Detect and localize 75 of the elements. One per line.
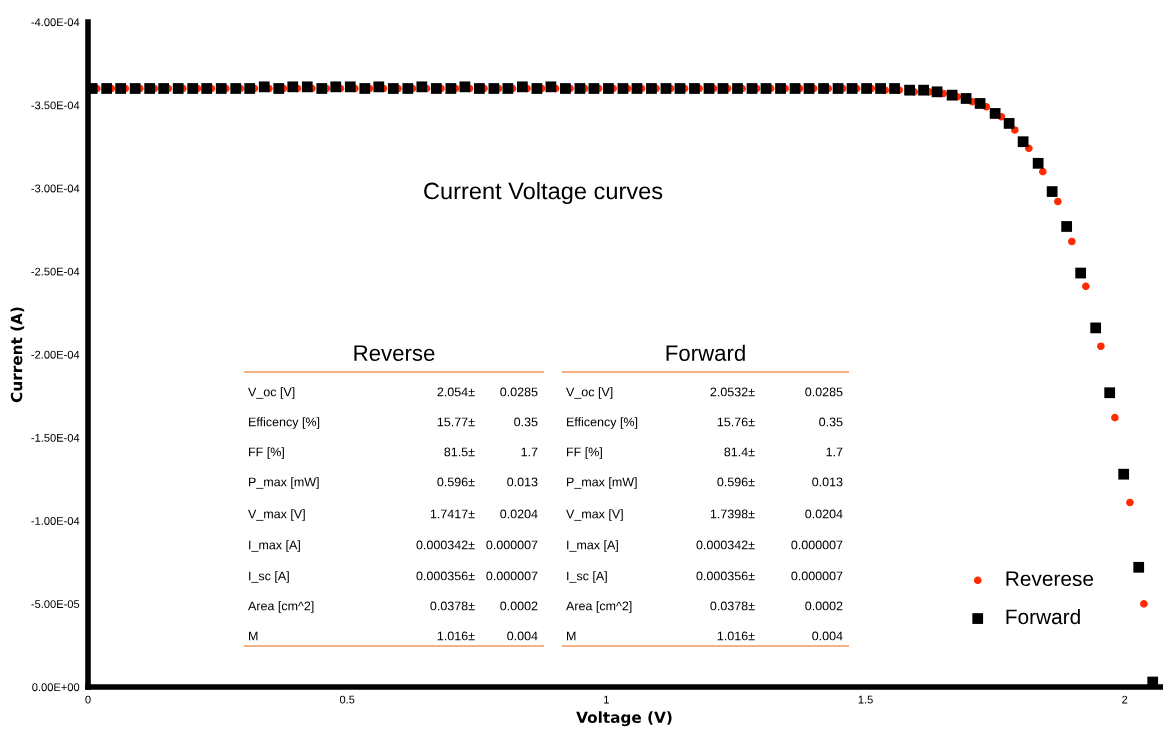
y-tick-label: -1.50E-04 <box>31 433 80 442</box>
x-tick-label: 1.5 <box>858 695 873 704</box>
annotation: 1.7 <box>826 447 843 457</box>
text: Current Voltage curves <box>424 182 663 204</box>
x-tick-label: 0 <box>85 695 91 704</box>
annotation: 0.0378± <box>430 601 475 611</box>
annotation: 1.7398± <box>710 509 755 519</box>
annotation: P_max [mW] <box>567 477 637 489</box>
annotation: FF [%] <box>567 447 602 459</box>
annotation: Reverse <box>354 345 435 361</box>
annotation: M <box>567 631 576 641</box>
annotation: 0.0285 <box>500 387 538 397</box>
annotation: 0.0285 <box>805 387 843 397</box>
annotation: 15.76± <box>717 417 755 427</box>
annotation: 0.596± <box>717 477 755 487</box>
annotation: 15.77± <box>437 417 475 427</box>
annotation: I_sc [A] <box>567 571 607 583</box>
y-tick-label: -3.00E-04 <box>31 184 80 193</box>
annotation: Area [cm^2] <box>566 601 632 613</box>
annotation: FF [%] <box>249 447 284 459</box>
x-tick-label: 0.5 <box>339 695 355 704</box>
annotation: 0.013 <box>812 477 843 487</box>
annotation: V_max [V] <box>566 509 623 521</box>
annotation: 1.016± <box>717 631 755 641</box>
annotation: P_max [mW] <box>249 477 319 489</box>
annotation: Efficency [%] <box>249 417 320 429</box>
annotation: Forward <box>666 344 745 361</box>
x-axis-title: Voltage (V) <box>576 711 672 727</box>
legend-label: Forward <box>1006 608 1080 625</box>
x-tick-label: 1 <box>604 695 609 704</box>
annotation: 0.000342± <box>416 540 475 550</box>
annotation: 2.054± <box>437 387 475 397</box>
annotation: I_max [A] <box>567 540 618 552</box>
annotation: 2.0532± <box>710 387 755 397</box>
annotation: 0.004 <box>507 631 538 641</box>
annotation: 0.004 <box>812 631 843 641</box>
legend-label: Reverese <box>1006 571 1094 587</box>
annotation: M <box>249 631 258 641</box>
annotation: 0.000007 <box>486 540 538 550</box>
y-tick-label: -4.00E-04 <box>31 18 80 27</box>
annotation: 0.35 <box>819 417 843 427</box>
annotation: Efficency [%] <box>567 417 638 429</box>
annotation: 1.016± <box>437 631 475 641</box>
annotation: 0.0204 <box>500 509 538 519</box>
y-tick-label: -2.00E-04 <box>31 350 80 359</box>
annotation: V_oc [V] <box>248 387 295 399</box>
annotation: I_max [A] <box>249 540 300 552</box>
x-tick-label: 2 <box>1122 695 1128 704</box>
annotation: I_sc [A] <box>249 571 289 583</box>
annotation: 0.0378± <box>710 601 755 611</box>
y-tick-label: 0.00E+00 <box>32 683 80 692</box>
annotation: 0.000007 <box>486 571 538 581</box>
annotation: 0.000356± <box>696 571 755 581</box>
annotation: 0.000007 <box>791 571 843 581</box>
annotation: 0.0002 <box>500 601 538 611</box>
annotation: Area [cm^2] <box>248 601 314 613</box>
y-tick-label: -3.50E-04 <box>31 101 80 110</box>
annotation: 81.4± <box>724 447 755 457</box>
y-tick-label: -5.00E-05 <box>31 600 80 609</box>
annotation: V_oc [V] <box>566 387 613 399</box>
annotation: 0.013 <box>507 477 538 487</box>
annotation: 0.0002 <box>805 601 843 611</box>
y-tick-label: -1.00E-04 <box>31 517 80 525</box>
annotation: 1.7417± <box>430 509 475 519</box>
annotation: 0.35 <box>514 417 538 427</box>
annotation: 0.0204 <box>805 509 843 519</box>
annotation: 0.596± <box>437 477 475 487</box>
annotation: 0.000342± <box>696 540 755 550</box>
annotation: 0.000007 <box>791 540 843 550</box>
annotation: 1.7 <box>521 447 538 457</box>
y-axis-title: Current (A) <box>10 307 25 403</box>
annotation: 81.5± <box>444 447 475 457</box>
y-tick-label: -2.50E-04 <box>31 267 80 276</box>
annotation: 0.000356± <box>416 571 475 581</box>
annotation: V_max [V] <box>248 509 305 521</box>
